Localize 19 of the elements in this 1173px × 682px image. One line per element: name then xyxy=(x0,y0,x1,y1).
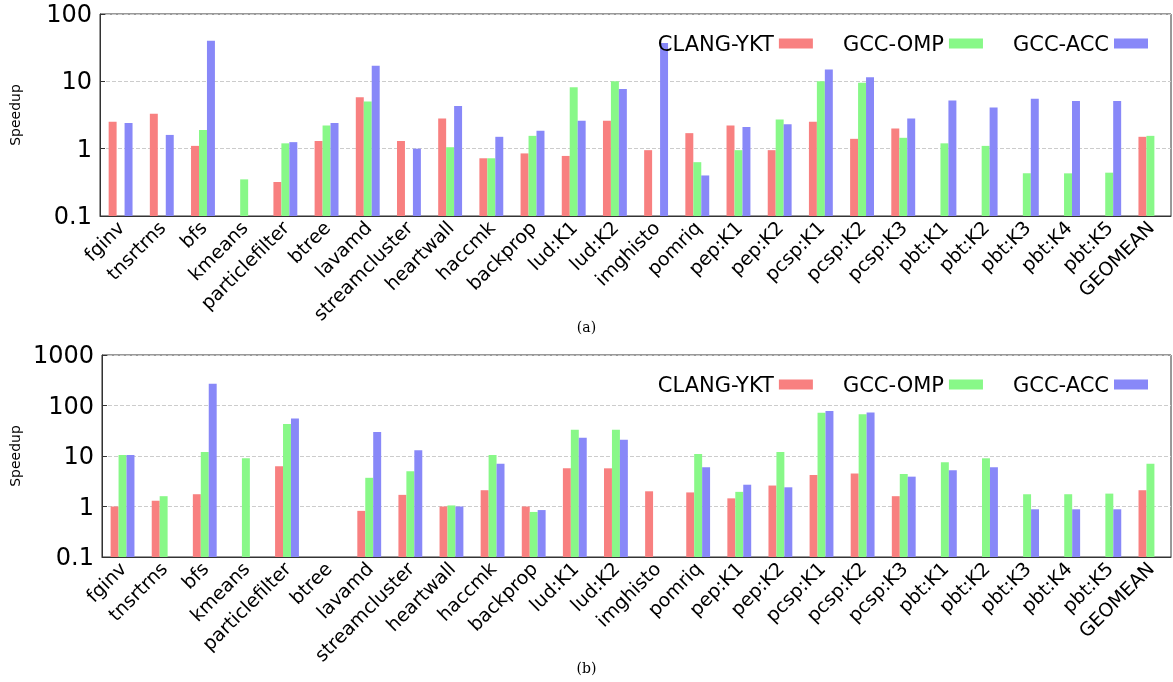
y-tick-label: 1000 xyxy=(32,341,94,369)
y-tick-label: 1 xyxy=(78,492,94,521)
legend-label: GCC-ACC xyxy=(1012,31,1109,56)
y-tick-label: 0.1 xyxy=(53,202,92,230)
y-tick-label: 100 xyxy=(46,0,92,28)
legend-label: GCC-ACC xyxy=(1012,372,1109,397)
y-tick-label: 100 xyxy=(48,391,94,420)
y-tick-label: 1 xyxy=(76,134,92,163)
y-tick-label: 0.1 xyxy=(55,543,94,571)
legend-label: GCC-OMP xyxy=(842,31,944,56)
y-axis-title: Speedup xyxy=(7,84,23,146)
y-tick-label: 10 xyxy=(63,442,94,470)
y-tick-label: 10 xyxy=(61,67,92,96)
legend-label: GCC-OMP xyxy=(842,372,944,397)
y-axis-title: Speedup xyxy=(7,425,23,487)
text: (a) xyxy=(576,319,597,335)
legend-label: CLANG-YKT xyxy=(657,372,775,397)
text: (b) xyxy=(576,660,597,676)
legend-label: CLANG-YKT xyxy=(657,31,775,56)
